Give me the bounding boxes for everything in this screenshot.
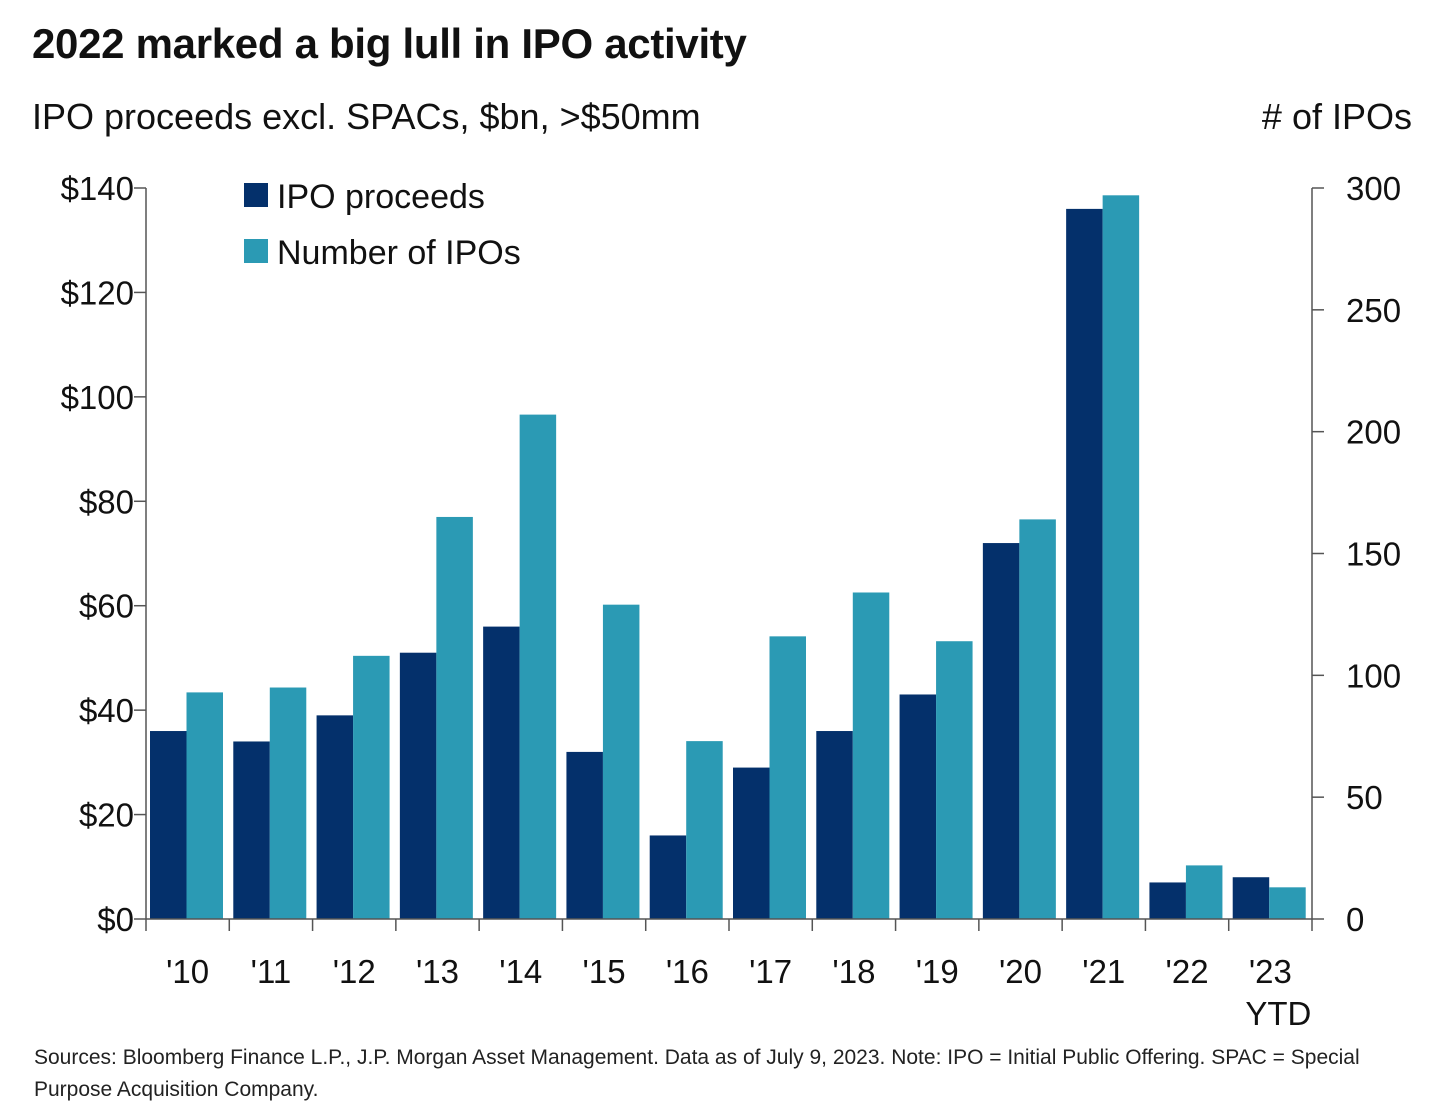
- left-y-tick-label-1: $20: [79, 797, 134, 834]
- right-y-tick-label-2: 100: [1346, 657, 1401, 694]
- bar-proceeds-8: [816, 731, 853, 919]
- legend-swatch-0: [244, 183, 268, 207]
- bar-proceeds-5: [566, 752, 603, 919]
- x-tick-label-11: '21: [1082, 953, 1125, 990]
- bar-count-3: [436, 517, 473, 919]
- bar-count-0: [187, 692, 224, 919]
- x-tick-label-10: '20: [999, 953, 1042, 990]
- left-y-tick-label-0: $0: [97, 901, 134, 938]
- right-y-tick-label-3: 150: [1346, 536, 1401, 573]
- left-y-tick-label-2: $40: [79, 692, 134, 729]
- ipo-chart: '10 '11 '12 '13 '14 '15 '16 '17 '18 '19 '20 '21 '22 '…: [0, 0, 1440, 1040]
- bar-proceeds-6: [650, 835, 687, 919]
- legend-label-1: Number of IPOs: [277, 234, 521, 272]
- bar-count-10: [1019, 519, 1056, 919]
- bar-count-5: [603, 605, 640, 919]
- x-tick-label-13: '23 YTD: [1245, 953, 1311, 1032]
- legend: IPO proceeds Number of IPOs: [244, 178, 521, 272]
- bars-group: [150, 195, 1306, 919]
- x-tick-label-12: '22: [1166, 953, 1209, 990]
- x-tick-label-2: '12: [333, 953, 376, 990]
- legend-swatch-1: [244, 239, 268, 263]
- x-tick-label-8: '18: [832, 953, 875, 990]
- x-tick-label-1: '11: [251, 953, 292, 990]
- x-tick-label-3: '13: [416, 953, 459, 990]
- x-tick-label-7: '17: [749, 953, 792, 990]
- right-y-tick-label-4: 200: [1346, 414, 1401, 451]
- right-y-tick-label-5: 250: [1346, 292, 1401, 329]
- bar-proceeds-3: [400, 653, 437, 919]
- bar-count-4: [520, 415, 557, 919]
- bar-proceeds-12: [1149, 882, 1186, 919]
- bar-count-1: [270, 688, 307, 919]
- left-y-tick-label-7: $140: [61, 170, 134, 207]
- bar-proceeds-7: [733, 768, 770, 919]
- bar-proceeds-10: [983, 543, 1020, 919]
- bar-count-11: [1103, 195, 1140, 919]
- bar-proceeds-2: [317, 715, 354, 919]
- right-y-tick-label-1: 50: [1346, 779, 1383, 816]
- bar-count-6: [686, 741, 723, 919]
- bar-proceeds-4: [483, 627, 520, 919]
- bar-proceeds-11: [1066, 209, 1103, 919]
- x-tick-label-5: '15: [583, 953, 626, 990]
- bar-count-2: [353, 656, 390, 919]
- footnote: Sources: Bloomberg Finance L.P., J.P. Mo…: [34, 1042, 1414, 1106]
- bar-count-8: [853, 592, 890, 919]
- bar-proceeds-9: [900, 694, 937, 919]
- left-y-tick-label-6: $120: [61, 274, 134, 311]
- bar-count-9: [936, 641, 973, 919]
- bar-proceeds-0: [150, 731, 187, 919]
- x-tick-label-6: '16: [666, 953, 709, 990]
- x-tick-label-4: '14: [499, 953, 542, 990]
- x-tick-label-0: '10: [166, 953, 209, 990]
- bar-count-13: [1269, 887, 1306, 919]
- left-y-tick-label-3: $60: [79, 588, 134, 625]
- bar-proceeds-1: [233, 741, 269, 919]
- right-y-tick-label-0: 0: [1346, 901, 1364, 938]
- bar-count-7: [770, 636, 807, 919]
- left-y-tick-label-5: $100: [61, 379, 134, 416]
- left-y-tick-label-4: $80: [79, 483, 134, 520]
- bar-count-12: [1186, 865, 1223, 919]
- legend-label-0: IPO proceeds: [277, 178, 485, 216]
- bar-proceeds-13: [1233, 877, 1270, 919]
- right-y-tick-label-6: 300: [1346, 170, 1401, 207]
- x-tick-label-9: '19: [916, 953, 959, 990]
